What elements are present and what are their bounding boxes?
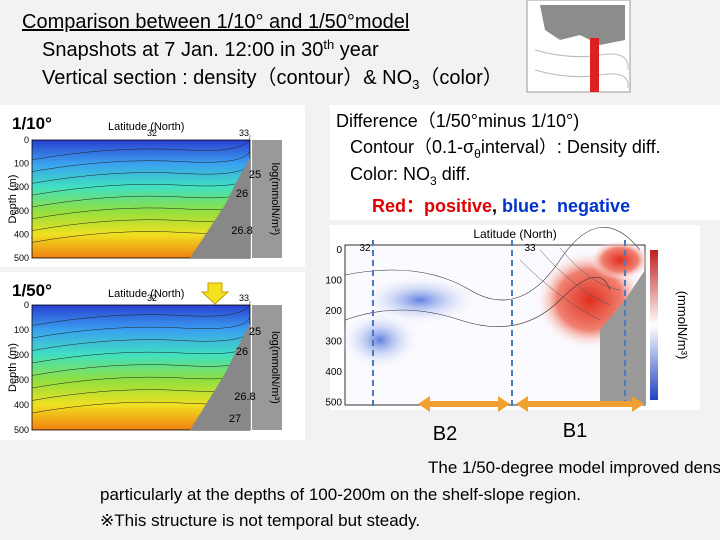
x-tick-label: 33 [239, 128, 249, 138]
contour-label: 27 [229, 413, 241, 425]
text: year [334, 39, 379, 61]
colorbar-label: (mmolN/m³) [675, 291, 690, 360]
y-tick-label: 300 [14, 206, 29, 216]
footer-line: The 1/50-degree model improved density a… [428, 458, 720, 477]
y-tick-label: 0 [336, 245, 342, 256]
text: diff. [437, 164, 471, 184]
footer-line: ※This structure is not temporal but stea… [100, 511, 420, 530]
region-label: B1 [563, 420, 587, 442]
contour [31, 327, 251, 351]
bathymetry [190, 157, 250, 258]
y-tick-label: 200 [14, 182, 29, 192]
colorbar [252, 305, 282, 430]
text: Color: NO3 diff. [350, 164, 470, 188]
y-axis-label: Depth (m) [7, 343, 19, 392]
footer-line: particularly at the depths of 100-200m o… [100, 485, 581, 504]
region-label: B2 [433, 423, 457, 445]
contour [31, 147, 251, 172]
y-tick-label: 0 [24, 300, 29, 310]
contour [31, 134, 251, 161]
x-tick-label: 32 [147, 128, 157, 138]
x-tick-label: 32 [359, 243, 371, 254]
slide-title: Comparison between 1/10° and 1/50°model [22, 11, 409, 33]
contour [31, 313, 251, 339]
subscript: θ [474, 147, 481, 161]
y-tick-label: 400 [325, 367, 342, 378]
y-tick-label: 500 [325, 398, 342, 409]
difference-title: Difference（1/50°minus 1/10°) [336, 111, 579, 131]
y-tick-label: 200 [325, 306, 342, 317]
x-axis-label: Latitude (North) [473, 227, 556, 241]
colorbar [252, 140, 282, 258]
superscript: th [323, 37, 334, 52]
contour [31, 160, 251, 184]
contour-label: 26.8 [234, 391, 255, 403]
negative: blue：negative [502, 196, 630, 216]
colorbar-label: log(mmolN/m³) [269, 163, 281, 236]
contour [31, 300, 251, 326]
x-axis-label: Latitude (North) [108, 288, 184, 300]
subtitle: Vertical section : density（contour）& NO3… [42, 66, 503, 92]
subscript: 3 [430, 174, 437, 188]
y-tick-label: 100 [325, 276, 342, 287]
text: Contour（0.1-σ [350, 137, 474, 157]
text: Vertical section : density（contour）& NO [42, 66, 412, 89]
bathymetry [190, 323, 250, 430]
text: , [492, 196, 502, 216]
subscript: 3 [412, 77, 419, 92]
text-box [330, 105, 720, 220]
y-tick-label: 500 [14, 253, 29, 263]
y-tick-label: 200 [14, 350, 29, 360]
text: Snapshots at 7 Jan. 12:00 in 30 [42, 39, 323, 61]
y-axis-label: Depth (m) [7, 175, 19, 224]
x-tick-label: 32 [147, 293, 157, 303]
y-tick-label: 300 [14, 375, 29, 385]
text: Color: NO [350, 164, 430, 184]
difference-plot [330, 225, 700, 412]
colorbar-label: log(mmolN/m³) [269, 331, 281, 404]
y-tick-label: 400 [14, 400, 29, 410]
y-tick-label: 400 [14, 229, 29, 239]
text: interval）: Density diff. [481, 137, 661, 157]
contour-label: 25 [249, 169, 261, 181]
panel-label: 1/50° [12, 281, 52, 300]
x-axis-label: Latitude (North) [108, 121, 184, 133]
subtitle: Snapshots at 7 Jan. 12:00 in 30th year [42, 37, 379, 61]
text: （color） [419, 66, 502, 89]
y-tick-label: 100 [14, 159, 29, 169]
contour-label: 26 [236, 346, 248, 358]
y-tick-label: 100 [14, 325, 29, 335]
legend-text: Red：positive, blue：negative [372, 196, 630, 216]
x-tick-label: 33 [524, 243, 536, 254]
location-map [526, 0, 631, 93]
y-tick-label: 0 [24, 135, 29, 145]
panel-label: 1/10° [12, 114, 52, 133]
contour-label: 25 [249, 326, 261, 338]
x-tick-label: 33 [239, 293, 249, 303]
y-tick-label: 500 [14, 425, 29, 435]
text: Contour（0.1-σθinterval）: Density diff. [350, 137, 661, 161]
y-tick-label: 300 [325, 337, 342, 348]
contour-label: 26.8 [231, 225, 252, 237]
positive: Red：positive [372, 196, 492, 216]
contour-label: 26 [236, 188, 248, 200]
pointer-arrow [200, 282, 230, 305]
